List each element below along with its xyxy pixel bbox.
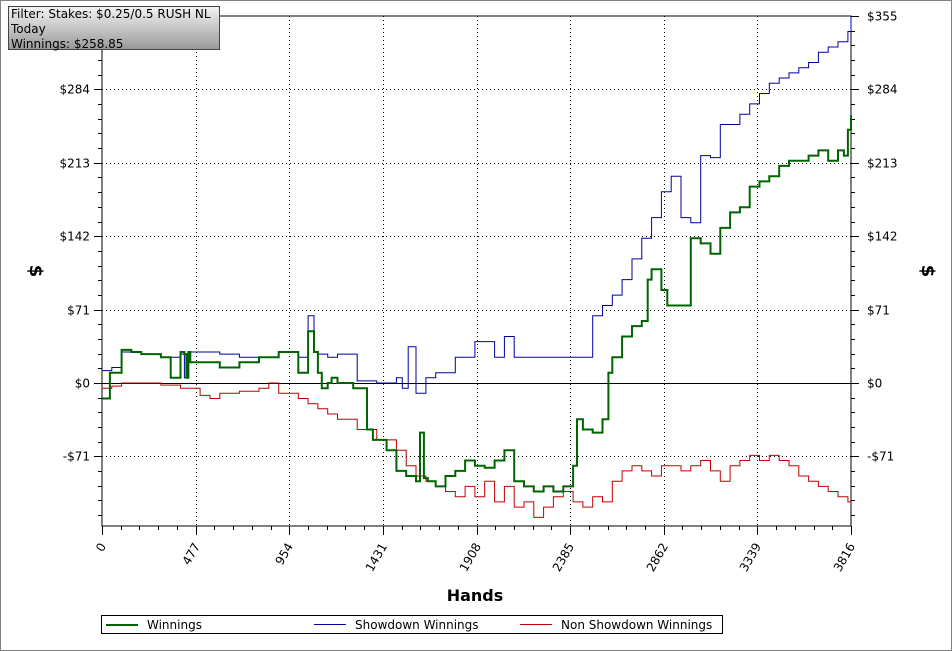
y-tick-label-right: $0 [867,377,882,391]
y-tick-label-left: $0 [75,377,90,391]
filter-winnings-text: Winnings: $258.85 [11,37,124,51]
y-tick-label-right: $213 [867,157,898,171]
x-tick-label: 1908 [457,541,484,574]
filter-info-box: Filter: Stakes: $0.25/0.5 RUSH NL Today … [8,6,220,51]
y-tick-label-left: $213 [59,157,90,171]
showdown-series-line [102,16,852,394]
x-axis-title: Hands [447,586,504,605]
y-tick-label-left: -$71 [63,450,90,464]
x-tick-label: 2385 [550,541,577,574]
y-tick-label-right: $142 [867,230,898,244]
legend-item-showdown: Showdown Winnings [314,616,479,633]
legend-label-winnings: Winnings [147,617,202,632]
x-tick-label: 954 [273,541,297,568]
x-tick-label: 477 [180,541,204,568]
x-tick-label: 2862 [644,541,671,574]
legend-swatch-winnings [106,623,138,626]
legend-label-showdown: Showdown Winnings [355,617,479,632]
plot-area-border [101,15,852,527]
legend-item-winnings: Winnings [106,616,202,633]
y-tick-label-right: $355 [867,10,898,24]
filter-stakes-text: Filter: Stakes: $0.25/0.5 RUSH NL [11,7,211,21]
y-tick-label-left: $142 [59,230,90,244]
y-tick-label-right: $71 [867,304,890,318]
filter-date-text: Today [11,22,46,36]
y-tick-label-right: -$71 [867,450,894,464]
y-axis-title-right: $ [917,265,938,278]
legend-swatch-non-showdown [520,624,552,625]
y-tick-label-left: $284 [59,83,90,97]
chart-legend: Winnings Showdown Winnings Non Showdown … [101,615,723,634]
winnings-series-line [102,115,852,493]
y-tick-label-right: $284 [867,83,898,97]
x-tick-label: 3339 [737,541,764,574]
legend-swatch-showdown [314,624,346,625]
non-showdown-series-line [102,382,851,518]
x-tick-label: 3816 [831,541,858,574]
legend-label-non-showdown: Non Showdown Winnings [561,617,713,632]
x-tick-label: 1431 [363,541,390,574]
y-axis-title-left: $ [25,265,46,278]
x-tick-label: 0 [93,541,109,555]
legend-item-non-showdown: Non Showdown Winnings [520,616,712,633]
y-tick-label-left: $71 [67,304,90,318]
